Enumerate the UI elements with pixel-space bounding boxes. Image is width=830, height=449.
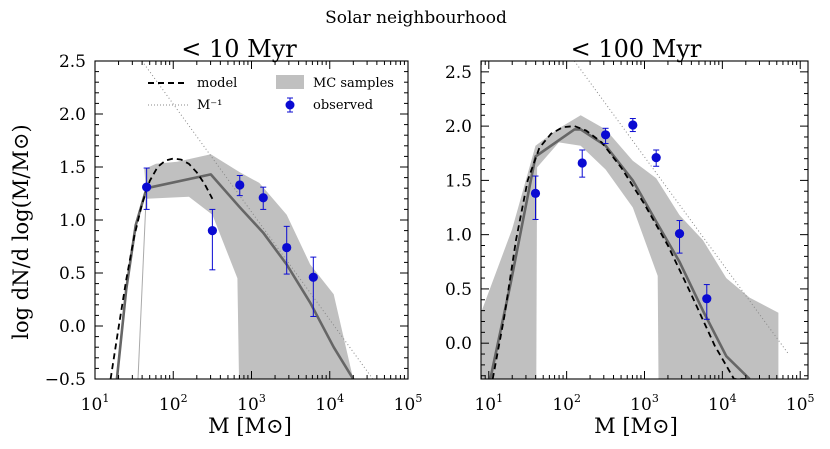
y-axis-label: log dN/d log(M/M⊙) xyxy=(9,124,33,339)
y-tick-label: 2.5 xyxy=(59,52,86,72)
x-tick-exponent: 5 xyxy=(415,392,422,405)
x-axis-label-left: M [M⊙] xyxy=(208,414,292,438)
observed-point xyxy=(577,158,587,168)
mc-samples-band xyxy=(144,154,354,379)
power-law-line xyxy=(573,61,789,355)
x-tick-label: 104 xyxy=(315,392,344,415)
x-tick-base: 10 xyxy=(394,395,416,415)
x-tick-exponent: 1 xyxy=(102,392,109,405)
y-tick-label: 2.0 xyxy=(59,105,86,125)
x-tick-exponent: 3 xyxy=(652,392,659,405)
y-axis-label-text: log dN/d log(M/M⊙) xyxy=(9,124,33,339)
x-tick-base: 10 xyxy=(315,395,337,415)
mc-sample-line xyxy=(137,188,148,379)
observed-point xyxy=(651,152,661,163)
plot-area xyxy=(109,61,374,379)
legend-model-label: model xyxy=(197,76,237,91)
observed-point xyxy=(258,193,268,203)
y-tick-label: 0.5 xyxy=(445,280,472,300)
observed-point xyxy=(282,242,292,253)
x-tick-label: 105 xyxy=(394,392,423,415)
observed-point xyxy=(207,226,217,236)
y-tick-label: 2.0 xyxy=(445,117,472,137)
power-law-line xyxy=(141,61,374,379)
mc-samples-band xyxy=(481,115,779,379)
y-tick-label: −0.5 xyxy=(45,370,86,390)
legend-observed-label: observed xyxy=(313,98,373,113)
x-tick-exponent: 4 xyxy=(337,392,344,405)
panel-lt-100-myr: < 100 Myr 101 102 103 104 1050.00.51.01.52.0… xyxy=(445,35,815,438)
panel-lt-10-myr: < 10 Myr 101 102 103 104 105−0.50.00.51.01.5… xyxy=(45,35,423,438)
x-tick-label: 105 xyxy=(786,392,815,415)
observed-point xyxy=(600,130,611,140)
observed-point xyxy=(308,272,318,282)
x-tick-base: 10 xyxy=(474,395,496,415)
observed-point xyxy=(702,294,712,304)
x-tick-label: 103 xyxy=(630,392,659,415)
legend-mc-label: MC samples xyxy=(313,76,394,91)
observed-point xyxy=(628,120,638,130)
x-tick-base: 10 xyxy=(237,395,259,415)
legend-observed-marker xyxy=(285,100,295,110)
legend-mc-swatch xyxy=(276,75,304,89)
y-tick-label: 0.5 xyxy=(59,264,86,284)
y-tick-label: 1.5 xyxy=(445,171,472,191)
figure-title: Solar neighbourhood xyxy=(325,8,507,28)
legend: model M⁻¹ MC samples observed xyxy=(148,75,394,113)
plot-area xyxy=(481,61,789,379)
x-tick-base: 10 xyxy=(552,395,574,415)
y-tick-label: 0.0 xyxy=(445,334,472,354)
model-line xyxy=(109,157,214,379)
panel-title-lt-100-myr: < 100 Myr xyxy=(571,35,702,63)
x-tick-exponent: 3 xyxy=(259,392,266,405)
x-tick-exponent: 2 xyxy=(181,392,188,405)
observed-point xyxy=(235,180,245,190)
x-tick-base: 10 xyxy=(630,395,652,415)
y-tick-label: 1.0 xyxy=(59,211,86,231)
observed-point xyxy=(674,228,685,239)
x-axis-label-right: M [M⊙] xyxy=(594,414,678,438)
y-tick-label: 1.0 xyxy=(445,226,472,246)
x-tick-exponent: 1 xyxy=(496,392,503,405)
y-tick-label: 1.5 xyxy=(59,158,86,178)
model-line xyxy=(491,125,750,379)
observed-point xyxy=(530,188,541,199)
x-tick-exponent: 2 xyxy=(574,392,581,405)
x-tick-base: 10 xyxy=(708,395,730,415)
x-tick-label: 102 xyxy=(159,392,188,415)
x-tick-base: 10 xyxy=(159,395,181,415)
x-tick-label: 102 xyxy=(552,392,581,415)
x-tick-label: 101 xyxy=(474,392,503,415)
x-tick-label: 104 xyxy=(708,392,737,415)
x-tick-exponent: 5 xyxy=(808,392,815,405)
x-tick-label: 103 xyxy=(237,392,266,415)
x-tick-base: 10 xyxy=(81,395,103,415)
x-tick-label: 101 xyxy=(81,392,110,415)
legend-power-law-label: M⁻¹ xyxy=(197,98,222,113)
x-tick-exponent: 4 xyxy=(730,392,737,405)
y-tick-label: 0.0 xyxy=(59,317,86,337)
y-tick-label: 2.5 xyxy=(445,63,472,83)
observed-point xyxy=(142,182,152,192)
panel-title-lt-10-myr: < 10 Myr xyxy=(181,35,297,63)
x-tick-base: 10 xyxy=(786,395,808,415)
